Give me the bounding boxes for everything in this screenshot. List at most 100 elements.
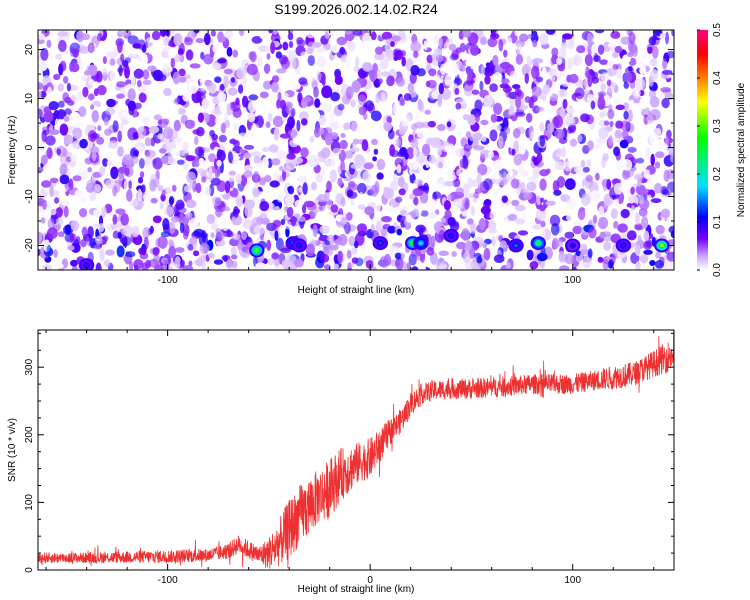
heatmap-cell (69, 61, 74, 72)
heatmap-cell (437, 257, 445, 266)
heatmap-cell (184, 119, 196, 129)
heatmap-cell (627, 109, 633, 123)
heatmap-cell (561, 146, 566, 158)
heatmap-cell (334, 238, 342, 246)
heatmap-cell (220, 122, 226, 134)
heatmap-cell (364, 100, 374, 112)
heatmap-cell (378, 78, 383, 84)
heatmap-cell (394, 157, 404, 168)
heatmap-cell (283, 165, 292, 173)
heatmap-cell (120, 213, 129, 226)
heatmap-cell (50, 208, 57, 216)
heatmap-cell (514, 204, 526, 212)
heatmap-cell (427, 120, 436, 128)
heatmap-cell (641, 47, 648, 60)
heatmap-cell (479, 34, 488, 46)
heatmap-cell (609, 121, 614, 127)
y-tick-label: -20 (24, 238, 35, 253)
heatmap-cell (601, 110, 609, 118)
heatmap-cell (603, 120, 610, 126)
heatmap-cell (415, 112, 421, 120)
heatmap-cell (142, 116, 150, 125)
heatmap-cell (162, 63, 169, 70)
heatmap-cell (99, 144, 111, 151)
heatmap-cell (195, 37, 205, 44)
heatmap-cell (176, 159, 185, 165)
heatmap-cell (580, 160, 586, 168)
heatmap-cell (483, 248, 491, 261)
heatmap-cell (297, 216, 306, 223)
heatmap-cell (614, 45, 623, 54)
heatmap-cell (447, 216, 456, 227)
heatmap-cell (211, 196, 222, 206)
heatmap-cell (174, 97, 180, 104)
heatmap-cell (289, 139, 299, 148)
heatmap-cell (46, 147, 53, 160)
heatmap-cell (275, 51, 283, 59)
heatmap-cell (79, 138, 88, 149)
heatmap-cell (104, 128, 112, 136)
heatmap-cell (455, 102, 462, 110)
heatmap-cell (469, 223, 477, 234)
heatmap-cell (539, 32, 549, 46)
heatmap-cell (152, 157, 163, 170)
heatmap-cell (461, 228, 470, 241)
heatmap-cell (588, 227, 597, 239)
heatmap-cell (233, 134, 243, 141)
heatmap-cell (305, 243, 315, 257)
heatmap-cell (228, 151, 234, 164)
heatmap-cell (313, 86, 319, 98)
heatmap-cell (106, 51, 117, 59)
heatmap-cell (426, 79, 437, 89)
heatmap-cell (452, 198, 463, 207)
heatmap-cell (258, 177, 266, 186)
heatmap-cell (379, 59, 389, 70)
heatmap-cell (627, 65, 633, 72)
colorbar-label: Normalized spectral amplitude (736, 82, 747, 217)
heatmap-cell (239, 148, 245, 154)
heatmap-cell (253, 156, 262, 164)
heatmap-cell (405, 214, 412, 223)
heatmap-cell (123, 179, 129, 192)
heatmap-cell (232, 49, 238, 58)
heatmap-cell (126, 189, 133, 202)
heatmap-cell (40, 47, 49, 61)
heatmap-cell (134, 102, 142, 110)
heatmap-cell (637, 176, 642, 188)
heatmap-cell (661, 69, 673, 75)
heatmap-cell (473, 145, 485, 151)
heatmap-cell (223, 75, 229, 89)
heatmap-cell (563, 161, 574, 172)
heatmap-cell (535, 106, 544, 112)
heatmap-cell (383, 187, 394, 200)
heatmap-cell (622, 102, 630, 111)
y-tick-label: 200 (24, 426, 35, 443)
heatmap-cell (275, 150, 287, 160)
heatmap-cell (106, 98, 116, 108)
heatmap-cell (186, 212, 193, 219)
heatmap-cell (76, 160, 87, 173)
heatmap-cell (412, 147, 418, 158)
heatmap-cell (291, 107, 296, 118)
heatmap-cell (503, 126, 511, 135)
heatmap-cell (455, 47, 462, 54)
heatmap-cell (585, 66, 590, 78)
heatmap-cell (614, 129, 623, 139)
heatmap-cell (216, 180, 227, 193)
heatmap-cell (98, 166, 106, 177)
heatmap-cell (174, 256, 181, 269)
heatmap-cell (118, 30, 129, 37)
heatmap-cell (492, 72, 503, 83)
heatmap-cell (606, 67, 617, 77)
x-tick-label: 0 (367, 275, 373, 286)
heatmap-cell (479, 149, 491, 159)
heatmap-cell (339, 139, 348, 150)
heatmap-cell (204, 199, 213, 211)
heatmap-peak (84, 263, 89, 267)
heatmap-cell (386, 52, 393, 59)
heatmap-cell (380, 71, 390, 77)
heatmap-cell (526, 181, 537, 192)
heatmap-cell (116, 245, 125, 258)
heatmap-cell (289, 83, 301, 91)
heatmap-cell (297, 92, 303, 104)
